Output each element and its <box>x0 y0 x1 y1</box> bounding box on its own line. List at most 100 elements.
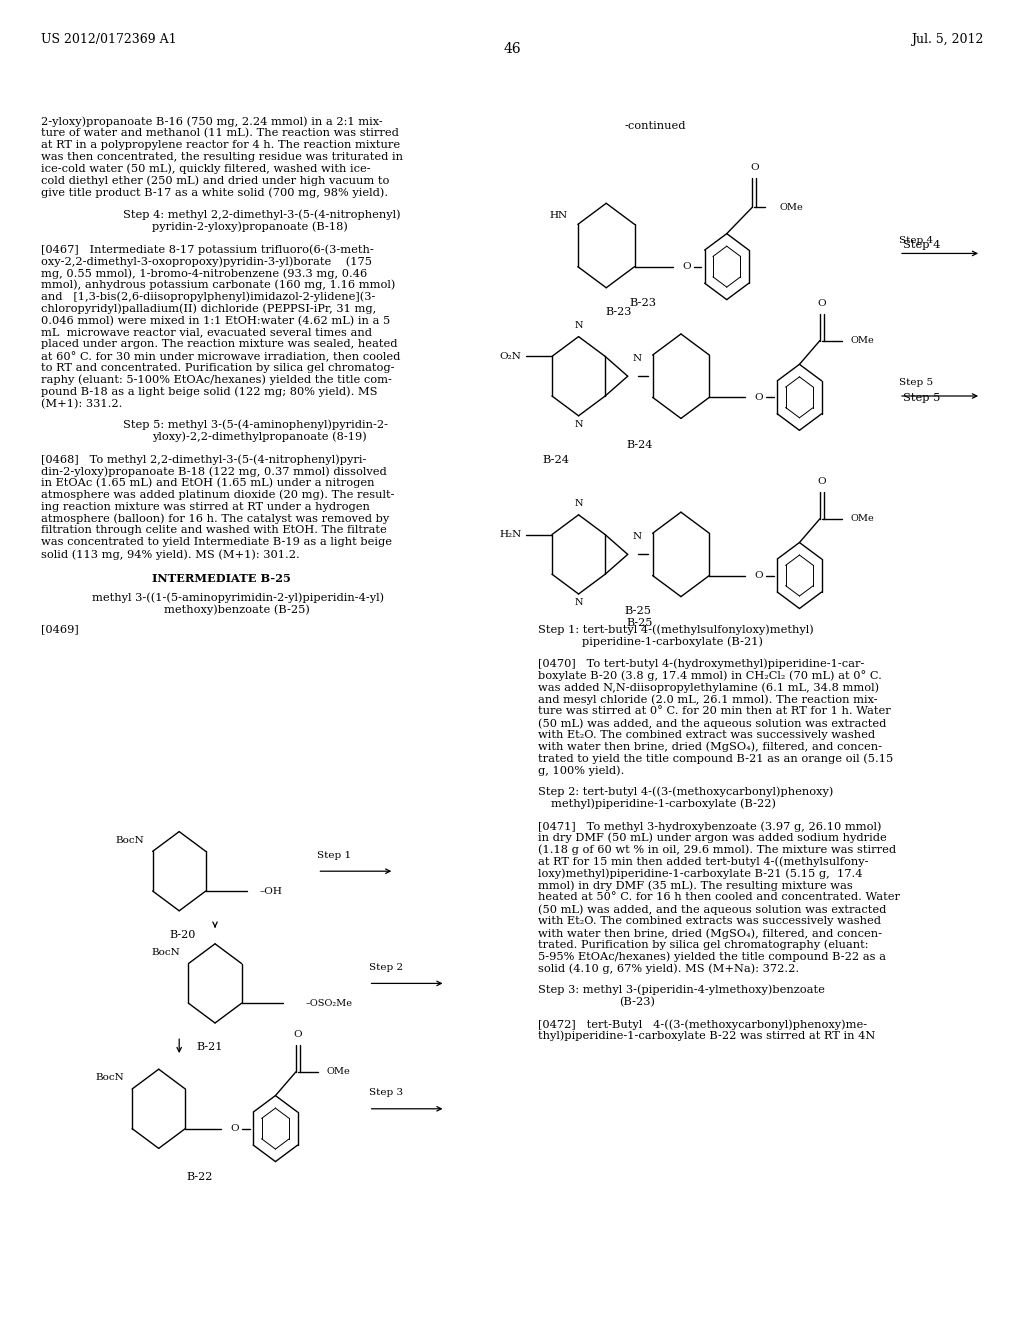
Text: Step 5: Step 5 <box>899 379 933 387</box>
Text: g, 100% yield).: g, 100% yield). <box>538 766 624 776</box>
Text: Step 5: methyl 3-(5-(4-aminophenyl)pyridin-2-: Step 5: methyl 3-(5-(4-aminophenyl)pyrid… <box>123 420 388 430</box>
Text: OMe: OMe <box>327 1068 350 1076</box>
Text: chloropyridyl)palladium(II) dichloride (PEPPSI-iPr, 31 mg,: chloropyridyl)palladium(II) dichloride (… <box>41 304 376 314</box>
Text: OMe: OMe <box>851 515 874 523</box>
Text: BocN: BocN <box>152 948 180 957</box>
Text: [0470]   To tert-butyl 4-(hydroxymethyl)piperidine-1-car-: [0470] To tert-butyl 4-(hydroxymethyl)pi… <box>538 659 864 669</box>
Text: cold diethyl ether (250 mL) and dried under high vacuum to: cold diethyl ether (250 mL) and dried un… <box>41 176 389 186</box>
Text: Step 2: tert-butyl 4-((3-(methoxycarbonyl)phenoxy): Step 2: tert-butyl 4-((3-(methoxycarbony… <box>538 787 833 797</box>
Text: with water then brine, dried (MgSO₄), filtered, and concen-: with water then brine, dried (MgSO₄), fi… <box>538 928 882 939</box>
Text: at 60° C. for 30 min under microwave irradiation, then cooled: at 60° C. for 30 min under microwave irr… <box>41 351 400 362</box>
Text: O: O <box>755 393 763 401</box>
Text: and mesyl chloride (2.0 mL, 26.1 mmol). The reaction mix-: and mesyl chloride (2.0 mL, 26.1 mmol). … <box>538 694 878 705</box>
Text: Step 4: methyl 2,2-dimethyl-3-(5-(4-nitrophenyl): Step 4: methyl 2,2-dimethyl-3-(5-(4-nitr… <box>123 210 400 220</box>
Text: placed under argon. The reaction mixture was sealed, heated: placed under argon. The reaction mixture… <box>41 339 397 350</box>
Text: methyl)piperidine-1-carboxylate (B-22): methyl)piperidine-1-carboxylate (B-22) <box>551 799 776 809</box>
Text: din-2-yloxy)propanoate B-18 (122 mg, 0.37 mmol) dissolved: din-2-yloxy)propanoate B-18 (122 mg, 0.3… <box>41 466 387 477</box>
Text: Step 1: tert-butyl 4-((methylsulfonyloxy)methyl): Step 1: tert-butyl 4-((methylsulfonyloxy… <box>538 624 813 635</box>
Text: mmol), anhydrous potassium carbonate (160 mg, 1.16 mmol): mmol), anhydrous potassium carbonate (16… <box>41 280 395 290</box>
Text: trated. Purification by silica gel chromatography (eluant:: trated. Purification by silica gel chrom… <box>538 940 868 950</box>
Text: (M+1): 331.2.: (M+1): 331.2. <box>41 399 122 409</box>
Text: –OH: –OH <box>259 887 282 895</box>
Text: with Et₂O. The combined extract was successively washed: with Et₂O. The combined extract was succ… <box>538 730 874 741</box>
Text: B-24: B-24 <box>627 440 653 450</box>
Text: O: O <box>755 572 763 579</box>
Text: [0471]   To methyl 3-hydroxybenzoate (3.97 g, 26.10 mmol): [0471] To methyl 3-hydroxybenzoate (3.97… <box>538 821 881 832</box>
Text: pound B-18 as a light beige solid (122 mg; 80% yield). MS: pound B-18 as a light beige solid (122 m… <box>41 387 378 397</box>
Text: ice-cold water (50 mL), quickly filtered, washed with ice-: ice-cold water (50 mL), quickly filtered… <box>41 164 371 174</box>
Text: B-23: B-23 <box>605 306 632 317</box>
Text: 2-yloxy)propanoate B-16 (750 mg, 2.24 mmol) in a 2:1 mix-: 2-yloxy)propanoate B-16 (750 mg, 2.24 mm… <box>41 116 383 127</box>
Text: ing reaction mixture was stirred at RT under a hydrogen: ing reaction mixture was stirred at RT u… <box>41 502 370 512</box>
Text: O: O <box>683 263 691 271</box>
Text: [0472]   tert-Butyl   4-((3-(methoxycarbonyl)phenoxy)me-: [0472] tert-Butyl 4-((3-(methoxycarbonyl… <box>538 1019 866 1030</box>
Text: thyl)piperidine-1-carboxylate B-22 was stirred at RT in 4N: thyl)piperidine-1-carboxylate B-22 was s… <box>538 1031 874 1041</box>
Text: N: N <box>574 499 583 508</box>
Text: HN: HN <box>550 211 567 220</box>
Text: was concentrated to yield Intermediate B-19 as a light beige: was concentrated to yield Intermediate B… <box>41 537 392 548</box>
Text: boxylate B-20 (3.8 g, 17.4 mmol) in CH₂Cl₂ (70 mL) at 0° C.: boxylate B-20 (3.8 g, 17.4 mmol) in CH₂C… <box>538 671 882 681</box>
Text: B-25: B-25 <box>627 618 653 628</box>
Text: and   [1,3-bis(2,6-diisopropylphenyl)imidazol-2-ylidene](3-: and [1,3-bis(2,6-diisopropylphenyl)imida… <box>41 292 376 302</box>
Text: Step 2: Step 2 <box>369 964 402 972</box>
Text: pyridin-2-yloxy)propanoate (B-18): pyridin-2-yloxy)propanoate (B-18) <box>152 222 347 232</box>
Text: raphy (eluant: 5-100% EtOAc/hexanes) yielded the title com-: raphy (eluant: 5-100% EtOAc/hexanes) yie… <box>41 375 392 385</box>
Text: B-22: B-22 <box>186 1172 213 1183</box>
Text: (B-23): (B-23) <box>620 997 655 1007</box>
Text: atmosphere (balloon) for 16 h. The catalyst was removed by: atmosphere (balloon) for 16 h. The catal… <box>41 513 389 524</box>
Text: methyl 3-((1-(5-aminopyrimidin-2-yl)piperidin-4-yl): methyl 3-((1-(5-aminopyrimidin-2-yl)pipe… <box>92 593 384 603</box>
Text: (50 mL) was added, and the aqueous solution was extracted: (50 mL) was added, and the aqueous solut… <box>538 904 886 915</box>
Text: solid (4.10 g, 67% yield). MS (M+Na): 372.2.: solid (4.10 g, 67% yield). MS (M+Na): 37… <box>538 964 799 974</box>
Text: O: O <box>230 1125 239 1133</box>
Text: N: N <box>633 532 642 541</box>
Text: O: O <box>818 300 826 308</box>
Text: loxy)methyl)piperidine-1-carboxylate B-21 (5.15 g,  17.4: loxy)methyl)piperidine-1-carboxylate B-2… <box>538 869 862 879</box>
Text: B-24: B-24 <box>543 455 569 466</box>
Text: OMe: OMe <box>780 203 804 211</box>
Text: oxy-2,2-dimethyl-3-oxopropoxy)pyridin-3-yl)borate    (175: oxy-2,2-dimethyl-3-oxopropoxy)pyridin-3-… <box>41 256 372 267</box>
Text: at RT in a polypropylene reactor for 4 h. The reaction mixture: at RT in a polypropylene reactor for 4 h… <box>41 140 400 150</box>
Text: trated to yield the title compound B-21 as an orange oil (5.15: trated to yield the title compound B-21 … <box>538 754 893 764</box>
Text: 46: 46 <box>503 42 521 57</box>
Text: Jul. 5, 2012: Jul. 5, 2012 <box>910 33 983 46</box>
Text: mL  microwave reactor vial, evacuated several times and: mL microwave reactor vial, evacuated sev… <box>41 327 372 338</box>
Text: (50 mL) was added, and the aqueous solution was extracted: (50 mL) was added, and the aqueous solut… <box>538 718 886 729</box>
Text: 0.046 mmol) were mixed in 1:1 EtOH:water (4.62 mL) in a 5: 0.046 mmol) were mixed in 1:1 EtOH:water… <box>41 315 390 326</box>
Text: O: O <box>751 164 759 172</box>
Text: H₂N: H₂N <box>499 531 521 539</box>
Text: INTERMEDIATE B-25: INTERMEDIATE B-25 <box>152 573 290 583</box>
Text: B-20: B-20 <box>169 929 196 940</box>
Text: –OSO₂Me: –OSO₂Me <box>305 999 352 1007</box>
Text: B-25: B-25 <box>625 606 651 616</box>
Text: [0467]   Intermediate 8-17 potassium trifluoro(6-(3-meth-: [0467] Intermediate 8-17 potassium trifl… <box>41 244 374 255</box>
Text: methoxy)benzoate (B-25): methoxy)benzoate (B-25) <box>164 605 309 615</box>
Text: in dry DMF (50 mL) under argon was added sodium hydride: in dry DMF (50 mL) under argon was added… <box>538 833 887 843</box>
Text: mmol) in dry DMF (35 mL). The resulting mixture was: mmol) in dry DMF (35 mL). The resulting … <box>538 880 852 891</box>
Text: mg, 0.55 mmol), 1-bromo-4-nitrobenzene (93.3 mg, 0.46: mg, 0.55 mmol), 1-bromo-4-nitrobenzene (… <box>41 268 368 279</box>
Text: B-23: B-23 <box>630 298 656 309</box>
Text: N: N <box>574 598 583 607</box>
Text: was then concentrated, the resulting residue was triturated in: was then concentrated, the resulting res… <box>41 152 403 162</box>
Text: Step 5: Step 5 <box>903 393 940 404</box>
Text: BocN: BocN <box>95 1073 124 1082</box>
Text: solid (113 mg, 94% yield). MS (M+1): 301.2.: solid (113 mg, 94% yield). MS (M+1): 301… <box>41 549 300 560</box>
Text: OMe: OMe <box>851 337 874 345</box>
Text: with water then brine, dried (MgSO₄), filtered, and concen-: with water then brine, dried (MgSO₄), fi… <box>538 742 882 752</box>
Text: Step 3: Step 3 <box>369 1089 402 1097</box>
Text: N: N <box>574 321 583 330</box>
Text: Step 4: Step 4 <box>903 240 940 251</box>
Text: (1.18 g of 60 wt % in oil, 29.6 mmol). The mixture was stirred: (1.18 g of 60 wt % in oil, 29.6 mmol). T… <box>538 845 896 855</box>
Text: to RT and concentrated. Purification by silica gel chromatog-: to RT and concentrated. Purification by … <box>41 363 394 374</box>
Text: was added N,N-diisopropylethylamine (6.1 mL, 34.8 mmol): was added N,N-diisopropylethylamine (6.1… <box>538 682 879 693</box>
Text: Step 1: Step 1 <box>317 851 351 859</box>
Text: Step 4: Step 4 <box>899 236 933 244</box>
Text: at RT for 15 min then added tert-butyl 4-((methylsulfony-: at RT for 15 min then added tert-butyl 4… <box>538 857 868 867</box>
Text: N: N <box>633 354 642 363</box>
Text: Step 3: methyl 3-(piperidin-4-ylmethoxy)benzoate: Step 3: methyl 3-(piperidin-4-ylmethoxy)… <box>538 985 824 995</box>
Text: [0469]: [0469] <box>41 624 79 635</box>
Text: atmosphere was added platinum dioxide (20 mg). The result-: atmosphere was added platinum dioxide (2… <box>41 490 394 500</box>
Text: ture was stirred at 0° C. for 20 min then at RT for 1 h. Water: ture was stirred at 0° C. for 20 min the… <box>538 706 890 717</box>
Text: O₂N: O₂N <box>500 352 521 360</box>
Text: BocN: BocN <box>116 836 144 845</box>
Text: 5-95% EtOAc/hexanes) yielded the title compound B-22 as a: 5-95% EtOAc/hexanes) yielded the title c… <box>538 952 886 962</box>
